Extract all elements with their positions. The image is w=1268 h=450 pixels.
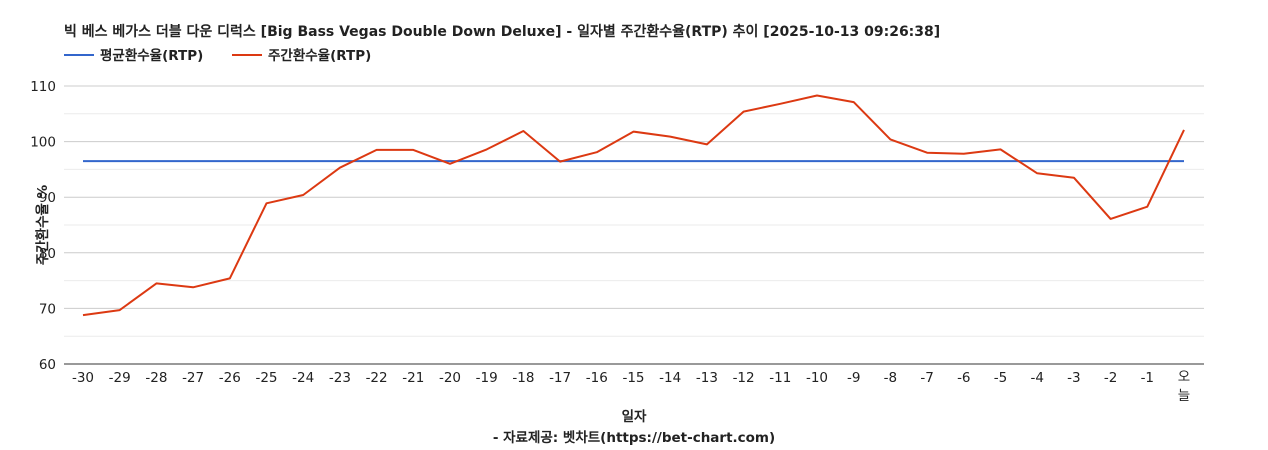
- x-tick-label: -3: [1067, 370, 1080, 386]
- gridlines: [64, 85, 1204, 365]
- y-tick-label: 70: [39, 301, 56, 317]
- x-tick-label: -7: [920, 370, 933, 386]
- legend-label-average: 평균환수율(RTP): [100, 47, 203, 64]
- x-tick-label: -4: [1030, 370, 1043, 386]
- x-tick-label: -25: [255, 370, 277, 386]
- x-tick-label: -9: [847, 370, 860, 386]
- x-tick-label: -30: [72, 370, 94, 386]
- x-tick-label: -26: [219, 370, 241, 386]
- y-tick-label: 110: [30, 79, 56, 95]
- y-axis-ticks: 60 70 80 90 100 110: [30, 79, 56, 373]
- series-lines: [82, 94, 1185, 317]
- x-tick-label: -2: [1104, 370, 1117, 386]
- x-tick-label: -12: [733, 370, 755, 386]
- x-tick-label: -28: [145, 370, 167, 386]
- x-tick-label: -19: [476, 370, 498, 386]
- x-tick-label: -22: [366, 370, 388, 386]
- x-tick-label: -17: [549, 370, 571, 386]
- x-tick-label: -29: [109, 370, 131, 386]
- y-tick-label: 100: [30, 135, 56, 151]
- x-axis-ticks: -30 -29 -28 -27 -26 -25 -24 -23 -22 -21 -20 -19 -18-…: [72, 369, 1190, 404]
- chart-title: 빅 베스 베가스 더블 다운 디럭스 [Big Bass Vegas Doubl…: [64, 23, 940, 40]
- x-tick-label: -1: [1141, 370, 1154, 386]
- x-tick-label: -10: [806, 370, 828, 386]
- x-tick-label: -27: [182, 370, 204, 386]
- x-tick-label: -11: [769, 370, 791, 386]
- x-tick-label: -23: [329, 370, 351, 386]
- x-tick-label: -20: [439, 370, 461, 386]
- x-tick-label: -5: [994, 370, 1007, 386]
- x-tick-label: -16: [586, 370, 608, 386]
- legend-label-weekly: 주간환수율(RTP): [268, 47, 371, 64]
- x-axis-title: 일자: [622, 409, 647, 425]
- x-tick-label: -21: [402, 370, 424, 386]
- x-tick-label: -18: [512, 370, 534, 386]
- x-tick-label: -8: [884, 370, 897, 386]
- x-tick-label: -14: [659, 370, 681, 386]
- y-axis-title: 주간환수율 %: [34, 184, 51, 265]
- legend: 평균환수율(RTP) 주간환수율(RTP): [64, 47, 371, 64]
- y-tick-label: 60: [39, 357, 56, 373]
- x-tick-label: -13: [696, 370, 718, 386]
- data-source-credit: - 자료제공: 벳차트(https://bet-chart.com): [493, 429, 775, 446]
- x-tick-label: -24: [292, 370, 314, 386]
- x-tick-label: -6: [957, 370, 970, 386]
- y-tick-label: 90: [39, 190, 56, 206]
- y-tick-label: 80: [39, 246, 56, 262]
- series-line-weekly-rtp: [82, 94, 1185, 317]
- x-tick-label: -15: [622, 370, 644, 386]
